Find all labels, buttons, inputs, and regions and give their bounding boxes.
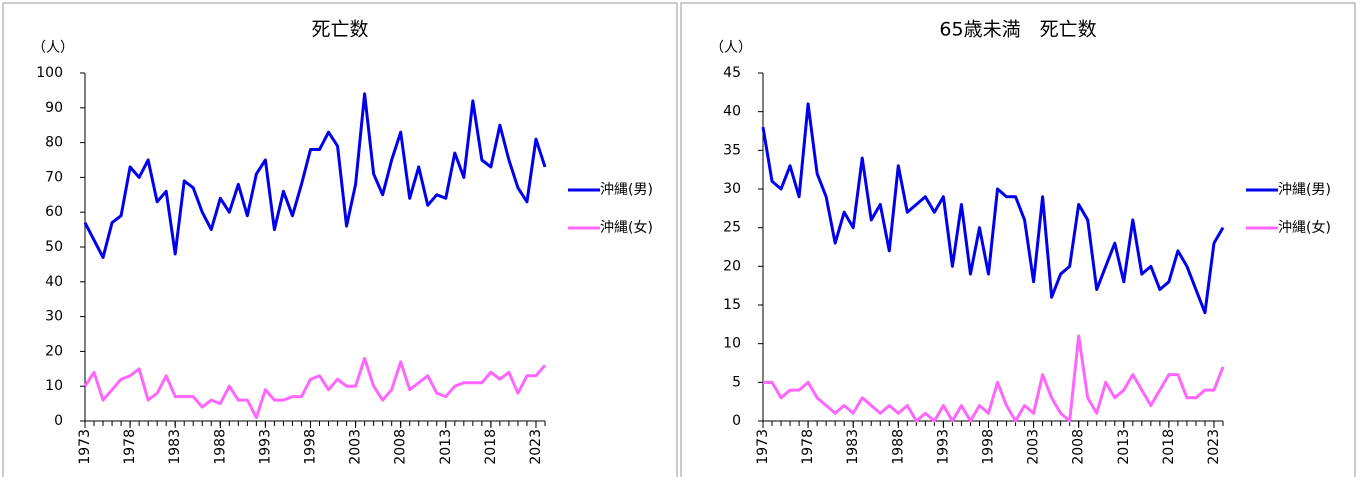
x-tick-label: 1978 bbox=[800, 429, 816, 465]
y-tick-label: 35 bbox=[723, 142, 741, 158]
x-tick-label: 2008 bbox=[393, 429, 409, 465]
x-tick-label: 2013 bbox=[438, 429, 454, 465]
chart-title: 死亡数 bbox=[311, 19, 368, 41]
y-unit: （人） bbox=[710, 40, 752, 56]
x-tick-label: 2003 bbox=[1026, 429, 1042, 465]
x-tick-label: 1973 bbox=[77, 429, 93, 465]
x-tick-label: 2023 bbox=[528, 429, 544, 465]
x-tick-label: 1998 bbox=[980, 429, 996, 465]
y-tick-label: 0 bbox=[54, 413, 63, 429]
x-tick-label: 2003 bbox=[348, 429, 364, 465]
y-tick-label: 5 bbox=[732, 374, 741, 390]
y-tick-label: 45 bbox=[723, 65, 741, 81]
x-tick-label: 2018 bbox=[483, 429, 499, 465]
legend-label: 沖縄(女) bbox=[1278, 219, 1331, 236]
legend-label: 沖縄(男) bbox=[1278, 182, 1331, 198]
x-tick-label: 2013 bbox=[1116, 429, 1132, 465]
y-tick-label: 20 bbox=[45, 343, 63, 359]
panel-border bbox=[2, 2, 678, 477]
y-tick-label: 15 bbox=[723, 297, 741, 313]
y-tick-label: 90 bbox=[45, 100, 63, 116]
y-tick-label: 50 bbox=[45, 239, 63, 255]
y-tick-label: 25 bbox=[723, 220, 741, 236]
y-tick-label: 60 bbox=[45, 204, 63, 220]
x-tick-label: 2023 bbox=[1206, 429, 1222, 465]
x-tick-label: 2018 bbox=[1161, 429, 1177, 465]
x-tick-label: 1993 bbox=[257, 429, 273, 465]
legend-label: 沖縄(女) bbox=[600, 219, 653, 236]
x-tick-label: 1988 bbox=[212, 429, 228, 465]
series-line bbox=[83, 92, 547, 259]
y-tick-label: 20 bbox=[723, 258, 741, 274]
x-tick-label: 1983 bbox=[167, 429, 183, 465]
y-tick-label: 10 bbox=[723, 336, 741, 352]
x-tick-label: 1973 bbox=[755, 429, 771, 465]
y-tick-label: 70 bbox=[45, 169, 63, 185]
x-tick-label: 1988 bbox=[890, 429, 906, 465]
x-tick-label: 1993 bbox=[935, 429, 951, 465]
y-tick-label: 100 bbox=[36, 65, 63, 81]
chart-title: 65歳未満 死亡数 bbox=[939, 19, 1096, 41]
series-line bbox=[763, 334, 1225, 423]
series-line bbox=[761, 102, 1225, 315]
y-tick-label: 80 bbox=[45, 135, 63, 151]
y-tick-label: 30 bbox=[45, 309, 63, 325]
y-unit: （人） bbox=[32, 40, 74, 56]
y-tick-label: 30 bbox=[723, 181, 741, 197]
x-tick-label: 1983 bbox=[845, 429, 861, 465]
y-tick-label: 0 bbox=[732, 413, 741, 429]
series-line bbox=[83, 356, 547, 420]
y-tick-label: 40 bbox=[723, 104, 741, 120]
x-tick-label: 1998 bbox=[302, 429, 318, 465]
y-tick-label: 40 bbox=[45, 274, 63, 290]
y-tick-label: 10 bbox=[45, 378, 63, 394]
legend-label: 沖縄(男) bbox=[600, 182, 653, 198]
x-tick-label: 1978 bbox=[122, 429, 138, 465]
x-tick-label: 2008 bbox=[1071, 429, 1087, 465]
panel-border bbox=[680, 2, 1356, 477]
